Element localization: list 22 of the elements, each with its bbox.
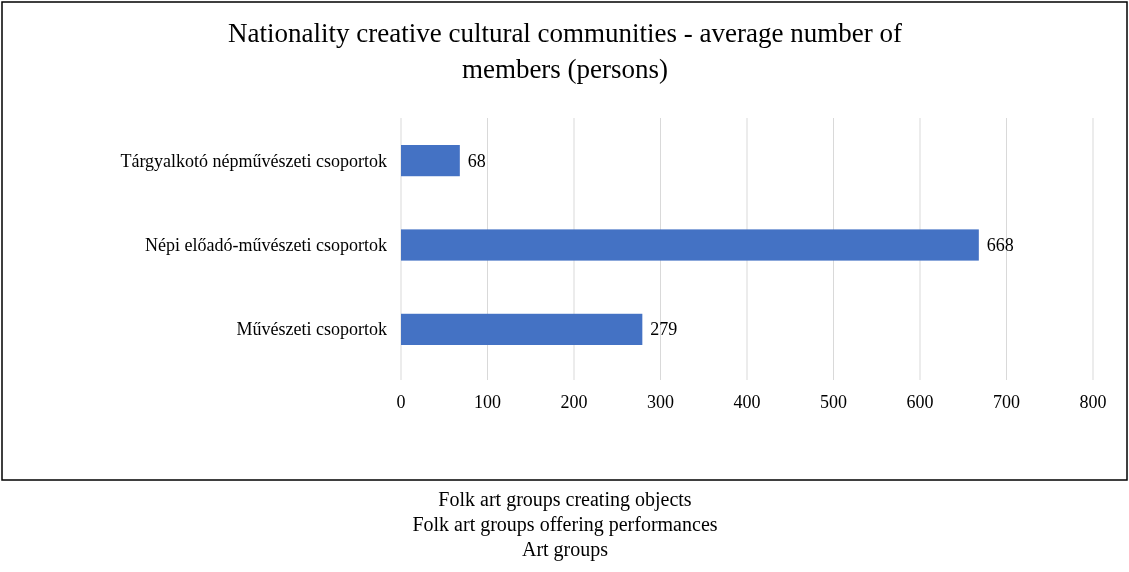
text: Art groups: [521, 538, 609, 561]
text: Folk art groups creating objects: [438, 488, 692, 511]
y-tick-label: Népi előadó-művészeti csoportok: [145, 235, 387, 255]
data-label: 668: [986, 235, 1014, 255]
bar: [401, 145, 460, 177]
x-tick-label: 500: [820, 392, 847, 412]
y-tick-label: Tárgyalkotó népművészeti csoportok: [120, 150, 387, 171]
bar: [401, 313, 643, 345]
x-tick-label: 300: [647, 392, 674, 412]
data-label: 279: [650, 319, 678, 340]
x-tick-label: 200: [560, 392, 588, 412]
bar: [401, 229, 979, 261]
x-tick-label: 800: [1079, 392, 1107, 412]
x-tick-label: 700: [993, 392, 1020, 412]
text: Folk art groups offering performances: [412, 513, 718, 536]
x-tick-label: 400: [733, 392, 761, 412]
data-label: 68: [467, 150, 486, 171]
y-tick-label: Művészeti csoportok: [236, 319, 387, 340]
x-tick-label: 100: [474, 392, 501, 412]
x-tick-label: 600: [906, 392, 934, 412]
chart-title: Nationality creative cultural communities - average number of members (persons): [228, 18, 902, 84]
x-tick-label: 0: [396, 392, 406, 412]
